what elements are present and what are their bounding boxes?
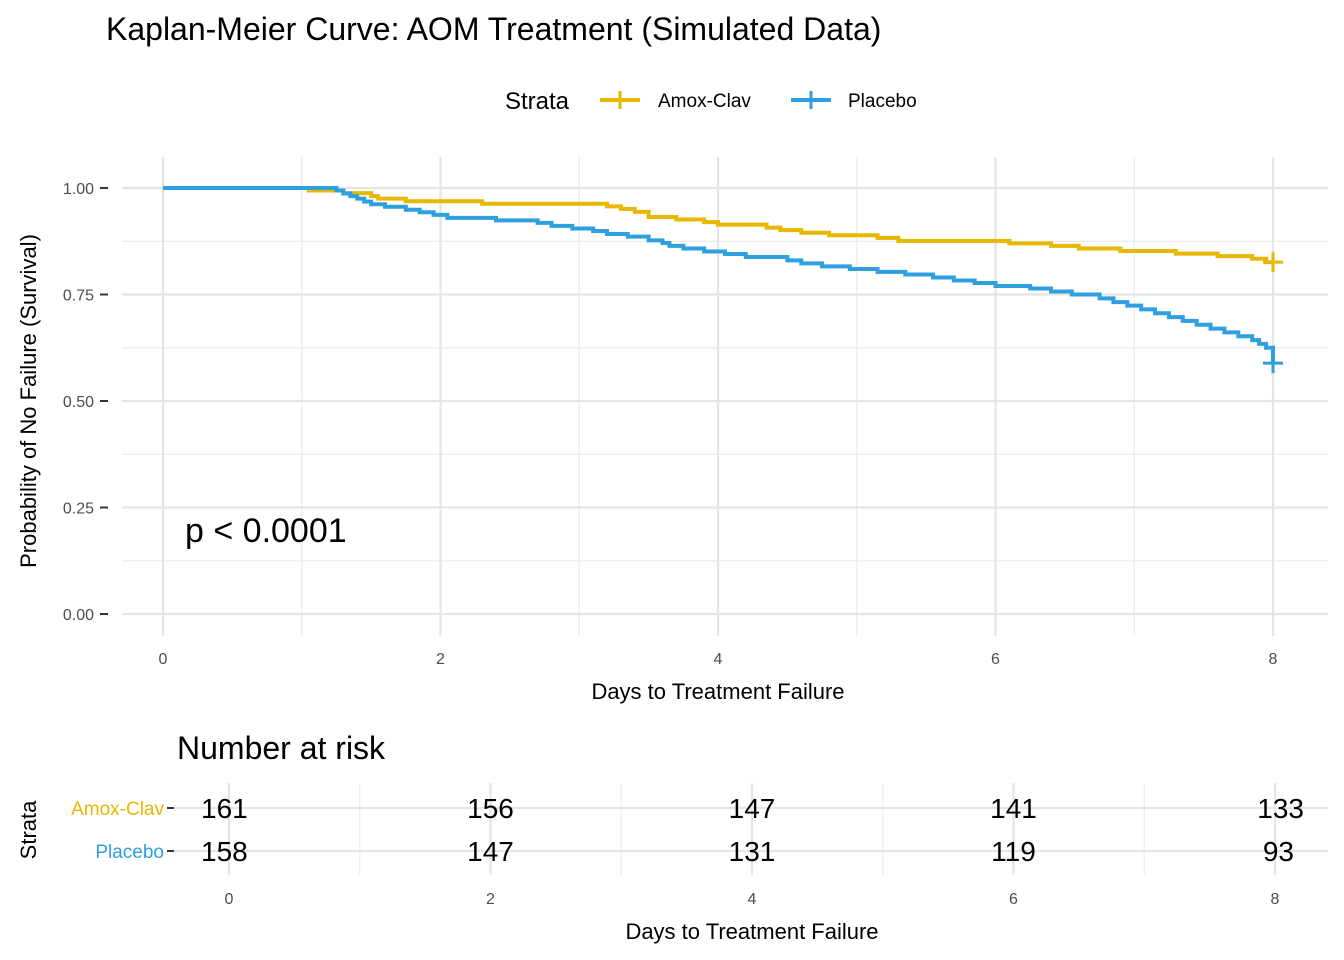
survival-curve-amox-clav: [163, 186, 1273, 265]
y-tick-label: 0.50: [63, 394, 94, 411]
risk-table-x-axis-title: Days to Treatment Failure: [625, 919, 878, 944]
risk-x-tick-label: 6: [1009, 891, 1018, 908]
risk-count: 158: [201, 836, 248, 867]
y-tick-label: 1.00: [63, 181, 94, 198]
censor-mark: [1263, 353, 1283, 374]
x-axis-ticks: 0 2 4 6 8: [159, 651, 1278, 668]
chart-title: Kaplan-Meier Curve: AOM Treatment (Simul…: [106, 11, 881, 47]
y-axis-ticks: 0.00 0.25 0.50 0.75 1.00: [63, 181, 108, 624]
x-tick-label: 4: [714, 651, 723, 668]
censor-mark: [1263, 252, 1283, 273]
risk-x-tick-label: 4: [748, 891, 757, 908]
survival-curves: [163, 186, 1283, 374]
risk-count: 133: [1257, 793, 1304, 824]
p-value-annotation: p < 0.0001: [185, 512, 347, 550]
risk-count: 161: [201, 793, 248, 824]
survival-curve-placebo: [163, 186, 1275, 364]
x-tick-label: 8: [1269, 651, 1278, 668]
risk-row-label: Amox-Clav: [71, 799, 164, 820]
risk-table-y-axis-title: Strata: [16, 800, 41, 859]
x-tick-label: 6: [991, 651, 1000, 668]
x-tick-label: 0: [159, 651, 168, 668]
risk-x-tick-label: 8: [1271, 891, 1280, 908]
risk-x-tick-label: 0: [225, 891, 234, 908]
risk-x-tick-label: 2: [486, 891, 495, 908]
risk-count: 131: [729, 836, 776, 867]
risk-count: 119: [991, 836, 1036, 867]
risk-count: 93: [1263, 836, 1294, 867]
risk-count: 147: [729, 793, 776, 824]
legend-title: Strata: [505, 88, 570, 115]
legend[interactable]: Strata Amox-Clav Placebo: [505, 88, 917, 115]
legend-key-placebo[interactable]: [791, 91, 831, 109]
risk-table-title: Number at risk: [177, 730, 386, 766]
main-y-axis-title: Probability of No Failure (Survival): [16, 234, 41, 568]
main-x-axis-title: Days to Treatment Failure: [591, 679, 844, 704]
risk-count: 156: [467, 793, 514, 824]
legend-label-placebo: Placebo: [848, 91, 917, 112]
risk-row-label: Placebo: [95, 842, 164, 863]
risk-count: 141: [990, 793, 1037, 824]
risk-table-rows: Amox-Clav 161 156 147 141 133 Placebo 158 147 131…: [71, 793, 1304, 867]
y-tick-label: 0.25: [63, 501, 94, 518]
risk-table-grid: [174, 783, 1328, 875]
legend-key-amox-clav[interactable]: [600, 91, 640, 109]
y-tick-label: 0.75: [63, 288, 94, 305]
y-tick-label: 0.00: [63, 607, 94, 624]
risk-table-x-ticks: 0 2 4 6 8: [225, 891, 1280, 908]
survival-plot-panel: 0.00 0.25 0.50 0.75 1.00 0 2 4 6 8 p < 0.0001 Da…: [16, 157, 1328, 704]
legend-label-amox-clav: Amox-Clav: [658, 91, 751, 112]
main-plot-grid: [122, 157, 1328, 636]
x-tick-label: 2: [436, 651, 445, 668]
risk-table: Number at risk Amox-Clav 161 156 147 141 133 P…: [16, 730, 1328, 944]
risk-count: 147: [467, 836, 514, 867]
